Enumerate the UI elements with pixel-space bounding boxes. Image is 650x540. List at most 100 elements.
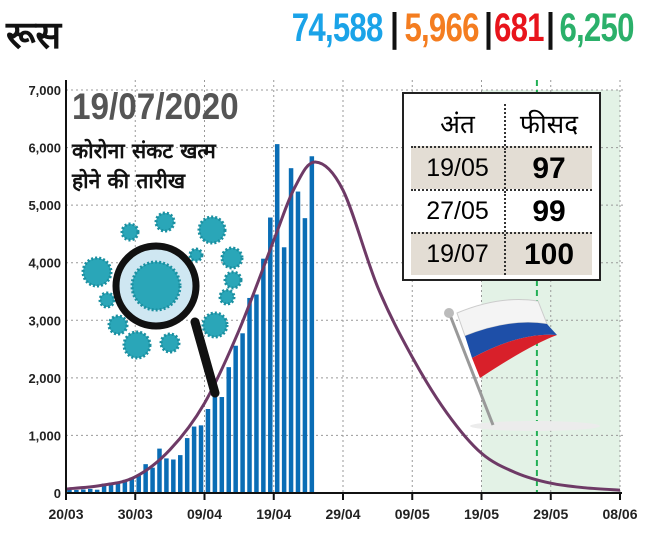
russia-flag-icon	[444, 299, 600, 431]
magnifier-handle	[190, 317, 220, 398]
x-tick-label: 19/05	[464, 506, 499, 522]
bar	[74, 489, 79, 493]
table-row: 19/05 97	[411, 146, 592, 189]
bar	[94, 489, 100, 493]
bar	[205, 409, 211, 493]
flag-pole	[448, 314, 495, 426]
virus-illustration	[81, 211, 244, 398]
bar	[288, 168, 294, 493]
bar	[184, 438, 190, 493]
row-date: 19/07	[411, 234, 506, 275]
x-tick-label: 30/03	[118, 506, 153, 522]
bar	[261, 258, 266, 493]
bar	[219, 397, 225, 493]
bar	[247, 297, 252, 493]
flag-blue	[465, 322, 557, 358]
bar	[67, 489, 72, 493]
bar	[302, 218, 308, 494]
stat-new-cases: 5,966	[404, 6, 479, 50]
bar	[115, 481, 121, 493]
row-date: 19/05	[411, 148, 506, 189]
separator: |	[545, 6, 555, 50]
bar	[274, 144, 280, 494]
bar	[268, 217, 273, 493]
bar	[171, 459, 176, 493]
end-percent-table: अंत फीसद 19/05 97 27/05 99 19/07 100	[402, 92, 601, 281]
row-percent: 99	[532, 195, 566, 228]
bar	[122, 479, 128, 493]
virus-icon	[201, 311, 229, 339]
y-tick-label: 2,000	[28, 371, 61, 386]
bar	[254, 294, 259, 493]
bar	[87, 488, 93, 493]
annotation-text: कोरोना संकट खत्म होने की तारीख	[72, 136, 216, 196]
virus-icon	[81, 256, 113, 288]
bar	[212, 390, 218, 493]
virus-icon	[220, 246, 244, 270]
stats-bar: 74,588 | 5,966 | 681 | 6,250	[279, 6, 644, 51]
virus-icon	[130, 260, 182, 312]
x-tick-label: 09/05	[395, 506, 430, 522]
y-tick-label: 1,000	[28, 428, 61, 443]
separator: |	[483, 6, 493, 50]
flag-pole-knob	[444, 308, 454, 318]
x-tick-label: 29/04	[325, 506, 360, 522]
y-tick-label: 6,000	[28, 141, 61, 156]
virus-icon	[197, 215, 227, 245]
virus-icon	[188, 247, 204, 263]
x-tick-label: 19/04	[256, 506, 291, 522]
bar	[143, 464, 148, 493]
flag-shadow	[470, 421, 600, 431]
annotation-line-2: होने की तारीख	[72, 169, 186, 193]
bar	[178, 455, 183, 493]
x-tick-label: 09/04	[187, 506, 222, 522]
bar	[233, 345, 238, 493]
header-end: अंत	[411, 104, 506, 146]
table-row: 19/07 100	[411, 232, 592, 275]
bar	[198, 425, 204, 493]
virus-icon	[223, 270, 243, 290]
prediction-curve	[65, 160, 621, 492]
y-tick-label: 4,000	[28, 256, 61, 271]
header-percent: फीसद	[519, 110, 579, 140]
row-percent: 100	[523, 238, 575, 271]
row-date: 27/05	[411, 191, 506, 232]
virus-icon	[154, 211, 176, 233]
y-tick-label: 5,000	[28, 198, 61, 213]
virus-icon	[120, 222, 140, 242]
bar	[129, 477, 135, 493]
bar	[81, 489, 86, 493]
separator: |	[390, 6, 400, 50]
stat-total-cases: 74,588	[291, 6, 384, 50]
virus-icon	[159, 332, 181, 354]
x-tick-label: 29/05	[533, 506, 568, 522]
table-header: अंत फीसद	[411, 104, 592, 146]
table-row: 27/05 99	[411, 189, 592, 232]
y-tick-label: 7,000	[28, 83, 61, 98]
y-tick-label: 3,000	[28, 313, 61, 328]
flag-red	[472, 334, 557, 378]
bar	[150, 467, 155, 493]
bar	[309, 156, 315, 493]
virus-icon	[107, 314, 129, 336]
end-date: 19/07/2020	[72, 86, 239, 127]
y-tick-label: 0	[54, 486, 61, 501]
bar	[108, 482, 114, 493]
country-title: रूस	[6, 13, 62, 57]
virus-icon	[218, 288, 236, 306]
bar	[226, 367, 231, 493]
bar	[191, 426, 197, 493]
bar	[157, 448, 162, 493]
bar	[136, 475, 141, 493]
bar	[281, 247, 287, 493]
x-tick-label: 20/03	[48, 506, 83, 522]
bar	[101, 483, 107, 493]
bar	[295, 191, 301, 493]
stat-deaths: 681	[493, 6, 545, 50]
virus-icon	[98, 291, 116, 309]
bar	[240, 333, 245, 493]
stat-recovered: 6,250	[559, 6, 634, 50]
annotation-line-1: कोरोना संकट खत्म	[72, 139, 216, 163]
x-tick-label: 08/06	[602, 506, 637, 522]
virus-icon	[122, 330, 152, 360]
